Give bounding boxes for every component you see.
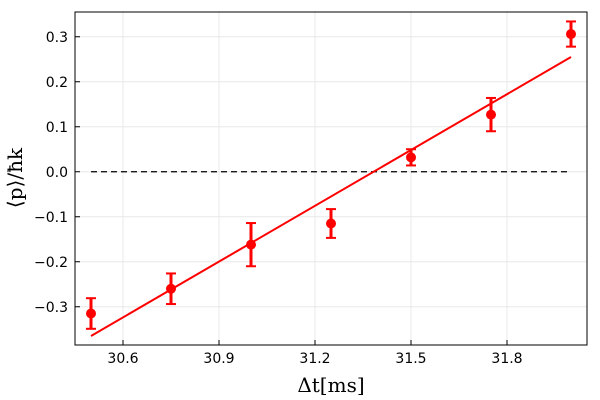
x-axis-label: Δt[ms] <box>297 373 364 397</box>
tick-label-layer: 30.6 30.9 31.2 31.5 31.8 0.3 0.2 0.1 0.0 −0.1 −0.2… <box>34 30 523 367</box>
x-tick-label: 31.5 <box>395 351 426 367</box>
data-point <box>86 308 96 319</box>
y-axis-label: ⟨p⟩/ħk <box>3 147 27 208</box>
data-point <box>166 283 176 294</box>
x-tick-label: 30.9 <box>203 351 234 367</box>
x-tick-label: 30.6 <box>107 351 138 367</box>
data-point <box>246 239 256 250</box>
data-point <box>566 29 576 40</box>
plot-frame <box>74 11 588 346</box>
data-point <box>406 152 416 163</box>
data-point <box>326 218 336 229</box>
point-layer <box>86 29 576 319</box>
data-point <box>486 109 496 120</box>
y-tick-label: −0.1 <box>34 210 68 226</box>
tick-layer <box>75 36 508 345</box>
y-tick-label: −0.3 <box>34 300 68 316</box>
y-tick-label: 0.1 <box>46 120 68 136</box>
y-tick-label: 0.2 <box>46 75 68 91</box>
x-tick-label: 31.2 <box>299 351 330 367</box>
x-tick-label: 31.8 <box>491 351 522 367</box>
y-tick-label: 0.0 <box>46 165 68 181</box>
y-tick-label: 0.3 <box>46 30 68 46</box>
y-tick-label: −0.2 <box>34 255 68 271</box>
